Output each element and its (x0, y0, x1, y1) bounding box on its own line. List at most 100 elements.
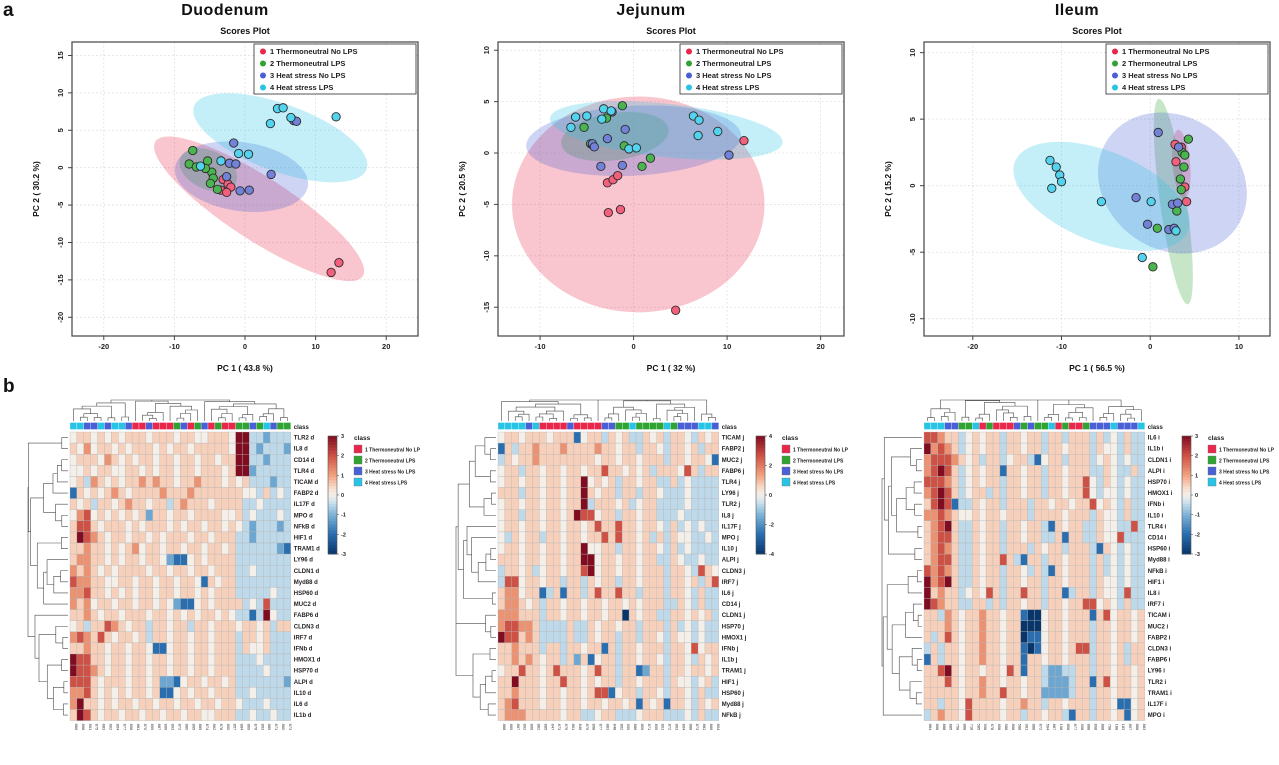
svg-text:10: 10 (908, 48, 917, 56)
svg-text:887: 887 (157, 724, 162, 731)
svg-text:IRF7 i: IRF7 i (1148, 602, 1165, 608)
svg-text:868: 868 (935, 724, 940, 731)
svg-text:TLR4 j: TLR4 j (722, 480, 741, 486)
svg-text:875: 875 (585, 724, 590, 731)
svg-text:892: 892 (108, 724, 113, 731)
svg-text:FABP2 d: FABP2 d (294, 491, 319, 497)
svg-text:class: class (1208, 435, 1225, 442)
svg-text:IL6 d: IL6 d (294, 702, 308, 708)
svg-text:TICAM j: TICAM j (722, 436, 745, 442)
svg-text:TICAM d: TICAM d (294, 480, 319, 486)
svg-text:HSP70 j: HSP70 j (722, 624, 745, 630)
svg-text:HMOX1 i: HMOX1 i (1148, 491, 1173, 497)
svg-text:15: 15 (56, 51, 65, 59)
svg-text:598: 598 (1080, 724, 1085, 731)
svg-text:718: 718 (969, 724, 974, 731)
svg-text:886: 886 (633, 724, 638, 731)
svg-text:880: 880 (184, 724, 189, 731)
svg-text:857: 857 (233, 724, 238, 731)
svg-text:ALPI j: ALPI j (722, 558, 739, 564)
svg-text:981: 981 (1025, 724, 1030, 731)
svg-text:866: 866 (164, 724, 169, 731)
svg-text:873: 873 (557, 724, 562, 731)
svg-text:class: class (294, 425, 310, 431)
svg-text:2 Thermoneutral LPS: 2 Thermoneutral LPS (365, 459, 416, 465)
svg-text:IRF7 d: IRF7 d (294, 635, 313, 641)
heatmap-jejunum: class TICAM j FABP2 j MUC2 j FABP6 j TLR4 j LY… (455, 399, 848, 731)
svg-text:HSP60 d: HSP60 d (294, 591, 319, 597)
svg-text:868: 868 (592, 724, 597, 731)
svg-text:TRAM1 i: TRAM1 i (1148, 691, 1172, 697)
svg-text:20: 20 (382, 342, 390, 351)
svg-text:10: 10 (723, 342, 731, 351)
svg-text:885: 885 (949, 724, 954, 731)
svg-text:20: 20 (816, 342, 824, 351)
svg-text:-10: -10 (482, 250, 491, 261)
svg-text:847: 847 (550, 724, 555, 731)
svg-text:-4: -4 (769, 552, 775, 558)
svg-text:188: 188 (1114, 724, 1119, 731)
svg-text:-10: -10 (535, 342, 546, 351)
svg-text:TLR4 i: TLR4 i (1148, 524, 1167, 530)
svg-text:884: 884 (928, 724, 933, 731)
svg-text:5: 5 (56, 128, 65, 132)
svg-text:5: 5 (908, 117, 917, 121)
svg-text:2 Thermoneutral LPS: 2 Thermoneutral LPS (270, 59, 345, 68)
svg-text:3 Heat stress No LPS: 3 Heat stress No LPS (270, 71, 345, 80)
svg-text:-2: -2 (769, 523, 774, 529)
svg-text:898: 898 (1094, 724, 1099, 731)
svg-text:HSP60 i: HSP60 i (1148, 547, 1171, 553)
svg-text:1 Thermoneutral No LPS: 1 Thermoneutral No LPS (1122, 47, 1210, 56)
svg-text:Myd88 j: Myd88 j (722, 702, 744, 708)
svg-text:FABP6 d: FABP6 d (294, 613, 319, 619)
svg-text:IL17F j: IL17F j (722, 524, 741, 530)
svg-text:863: 863 (260, 724, 265, 731)
svg-text:860: 860 (281, 724, 286, 731)
svg-text:IL1b j: IL1b j (722, 658, 738, 664)
svg-text:4: 4 (769, 434, 773, 440)
svg-text:PC 2 ( 20.5 %): PC 2 ( 20.5 %) (457, 161, 467, 217)
svg-text:-15: -15 (482, 302, 491, 313)
svg-text:4 Heat stress LPS: 4 Heat stress LPS (793, 481, 836, 487)
svg-text:863: 863 (674, 724, 679, 731)
svg-text:4 Heat stress LPS: 4 Heat stress LPS (365, 481, 408, 487)
svg-text:846: 846 (578, 724, 583, 731)
svg-text:871: 871 (647, 724, 652, 731)
svg-text:IL6 i: IL6 i (1148, 436, 1160, 442)
svg-text:10: 10 (1235, 342, 1243, 351)
svg-text:-5: -5 (908, 249, 917, 256)
svg-text:1: 1 (341, 473, 344, 479)
svg-text:HIF1 i: HIF1 i (1148, 580, 1165, 586)
heatmap-ileum: class IL6 i IL1b i CLDN1 i ALPI i HSP70 i HMOX… (881, 399, 1274, 731)
svg-text:IL10 j: IL10 j (722, 547, 738, 553)
duodenum-scores-panel: Duodenum Scores Plot -20 -10 0 10 20 15 10 5 0 -5 -… (26, 0, 424, 388)
svg-text:874: 874 (205, 724, 210, 731)
svg-text:889: 889 (198, 724, 203, 731)
svg-text:IL8 d: IL8 d (294, 447, 308, 453)
svg-text:3: 3 (341, 434, 344, 440)
svg-text:4 Heat stress LPS: 4 Heat stress LPS (270, 83, 333, 92)
svg-text:885: 885 (543, 724, 548, 731)
svg-text:10: 10 (311, 342, 319, 351)
svg-text:872: 872 (177, 724, 182, 731)
svg-text:866: 866 (530, 724, 535, 731)
svg-text:856: 856 (640, 724, 645, 731)
svg-text:958: 958 (983, 724, 988, 731)
svg-text:IFNb d: IFNb d (294, 646, 313, 652)
svg-text:198: 198 (1059, 724, 1064, 731)
svg-text:10: 10 (56, 89, 65, 97)
svg-text:TLR2 i: TLR2 i (1148, 680, 1167, 686)
svg-text:IL1b d: IL1b d (294, 713, 312, 719)
svg-text:585: 585 (976, 724, 981, 731)
svg-text:588: 588 (1018, 724, 1023, 731)
svg-text:MPO i: MPO i (1148, 713, 1165, 719)
svg-text:858: 858 (1066, 724, 1071, 731)
svg-text:1 Thermoneutral No LPS: 1 Thermoneutral No LPS (1219, 448, 1274, 454)
svg-text:884: 884 (240, 724, 245, 731)
svg-text:890: 890 (226, 724, 231, 731)
svg-text:MPO j: MPO j (722, 535, 739, 541)
organ-title-ileum: Ileum (1054, 2, 1100, 19)
svg-text:CD14 d: CD14 d (294, 458, 315, 464)
svg-text:891: 891 (661, 724, 666, 731)
svg-text:LY96 j: LY96 j (722, 491, 739, 497)
